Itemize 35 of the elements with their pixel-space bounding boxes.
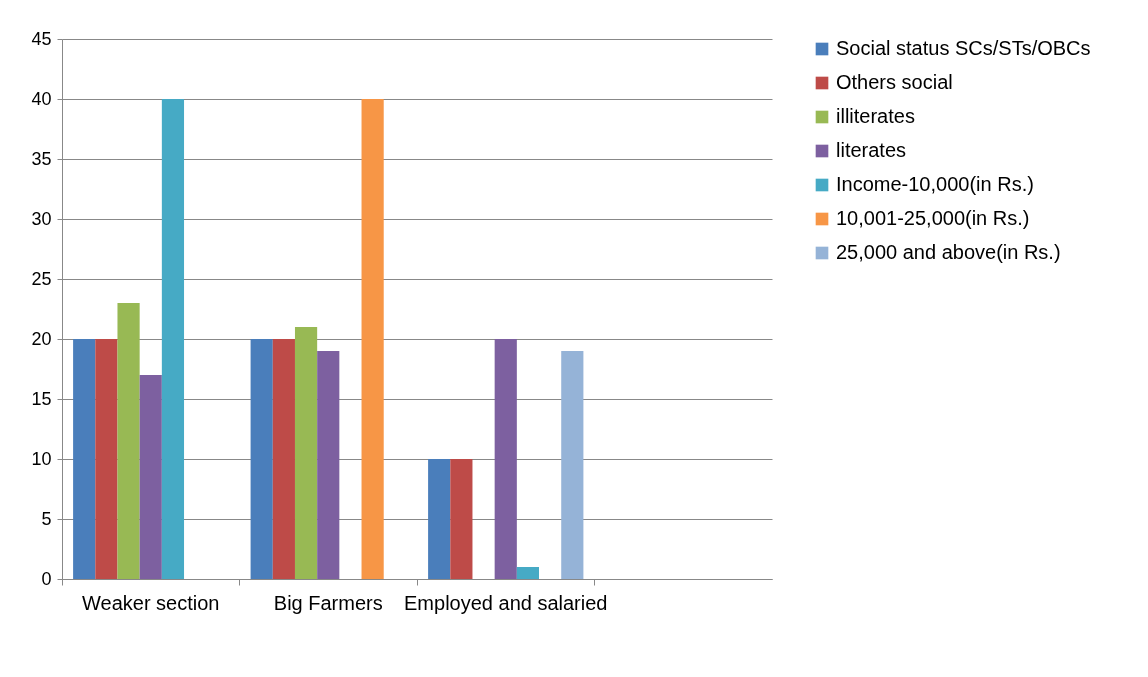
x-tick-label: Employed and salaried [404,591,608,614]
bar [272,339,295,579]
bar [361,99,384,579]
bar [516,567,540,579]
y-tick-label: 10 [31,448,52,469]
y-tick-label: 5 [41,508,52,529]
legend-label: Social status SCs/STs/OBCs [836,37,1091,59]
bar [450,459,473,579]
bar [73,339,96,579]
legend-label: Others social [836,71,953,93]
legend-label: 10,001-25,000(in Rs.) [836,207,1030,229]
legend-label: illiterates [836,105,915,127]
y-tick-label: 15 [31,388,52,409]
bar [561,351,584,579]
bar [294,327,318,579]
legend-label: 25,000 and above(in Rs.) [836,241,1061,263]
bar [428,459,451,579]
x-tick-label: Big Farmers [273,591,383,614]
y-tick-label: 35 [31,148,52,169]
legend-label: Income-10,000(in Rs.) [836,173,1034,195]
bar [139,375,162,579]
y-tick-label: 40 [31,88,52,109]
bar [494,339,517,579]
bar [95,339,118,579]
x-tick-label: Weaker section [82,591,220,614]
y-tick-label: 30 [31,208,52,229]
bar [250,339,273,579]
y-tick-label: 0 [41,568,52,589]
bar [161,99,185,579]
y-tick-label: 25 [31,268,52,289]
y-tick-label: 20 [31,328,52,349]
y-tick-label: 45 [31,28,52,49]
bar [117,303,140,579]
bar [317,351,340,579]
legend-label: literates [836,139,907,161]
